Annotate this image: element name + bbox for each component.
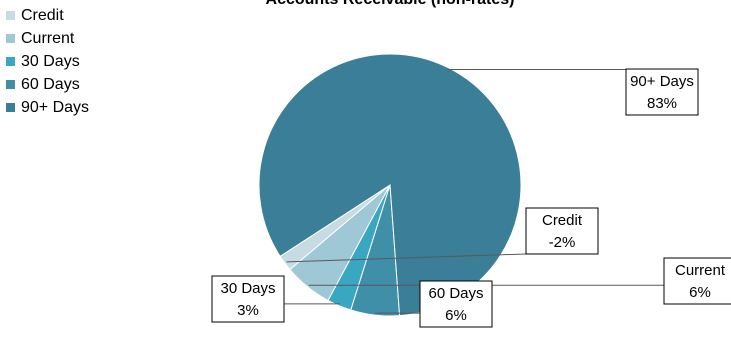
legend-label: 60 Days [21,76,80,93]
data-label-percent: 6% [689,284,711,301]
data-label-percent: 3% [237,302,259,319]
legend-swatch [6,57,15,66]
pie-slice-90-days [258,53,522,317]
leader-line [286,253,527,263]
chart-title: Accounts Receivable (non-rates) [266,0,515,8]
data-label-box [625,68,699,116]
legend-label: 30 Days [21,53,80,70]
data-label-percent: 83% [647,95,677,112]
legend-item: Credit [6,4,89,27]
legend-label: Credit [21,7,64,24]
legend-item: 60 Days [6,73,89,96]
data-label-box [419,280,493,328]
data-label-box [211,275,285,323]
legend-item: 30 Days [6,50,89,73]
data-labels: Credit -2% Current 6% 30 Days 3% 60 Days 6% 90+ … [211,68,731,328]
data-label-category: Current [675,262,726,279]
legend-swatch [6,34,15,43]
legend-label: 90+ Days [21,99,90,116]
legend: Credit Current 30 Days 60 Days 90+ Days [6,4,89,119]
legend-item: Current [6,27,89,50]
data-label-category: 90+ Days [630,73,694,90]
data-label-box [525,207,599,255]
legend-swatch [6,11,15,20]
data-label-category: Credit [542,212,583,229]
legend-swatch [6,103,15,112]
data-label-category: 60 Days [428,285,483,302]
pie-slices [258,53,522,317]
data-label-category: 30 Days [220,280,275,297]
data-label-percent: -2% [549,234,576,251]
data-label-percent: 6% [445,307,467,324]
legend-label: Current [21,30,75,47]
legend-swatch [6,80,15,89]
data-label-box [663,257,731,305]
legend-item: 90+ Days [6,96,89,119]
